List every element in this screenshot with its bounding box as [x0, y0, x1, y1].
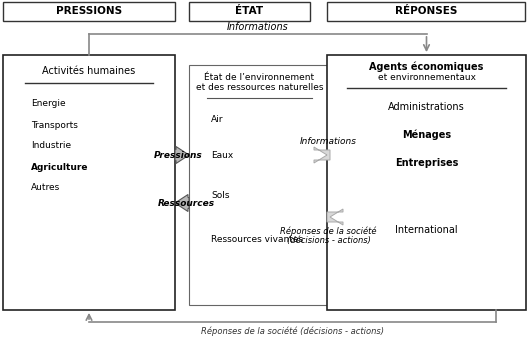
Text: Sols: Sols — [211, 190, 230, 200]
Text: PRESSIONS: PRESSIONS — [56, 6, 122, 17]
Text: (décisions - actions): (décisions - actions) — [287, 237, 370, 245]
Bar — [189, 2, 310, 21]
Text: Administrations: Administrations — [388, 102, 465, 112]
Bar — [189, 65, 330, 305]
Bar — [327, 55, 526, 310]
Text: Autres: Autres — [31, 182, 60, 191]
Bar — [3, 2, 175, 21]
Bar — [3, 55, 175, 310]
Bar — [327, 2, 525, 21]
Text: Ménages: Ménages — [402, 130, 451, 140]
Text: Pressions: Pressions — [153, 151, 203, 159]
Text: Activités humaines: Activités humaines — [42, 66, 135, 76]
Polygon shape — [175, 195, 189, 212]
Text: État de l’environnement: État de l’environnement — [204, 73, 315, 82]
Text: Industrie: Industrie — [31, 140, 71, 150]
Text: RÉPONSES: RÉPONSES — [395, 6, 457, 17]
Text: Air: Air — [211, 115, 223, 125]
Text: Ressources: Ressources — [158, 199, 215, 207]
Text: ÉTAT: ÉTAT — [235, 6, 263, 17]
Text: Energie: Energie — [31, 99, 66, 107]
Text: Entreprises: Entreprises — [395, 158, 458, 168]
Text: Agents économiques: Agents économiques — [369, 62, 484, 72]
Text: Ressources vivantes: Ressources vivantes — [211, 235, 303, 245]
Polygon shape — [314, 147, 330, 163]
Text: Agriculture: Agriculture — [31, 163, 88, 171]
Text: Informations: Informations — [300, 138, 357, 146]
Text: Informations: Informations — [227, 22, 289, 32]
Text: Transports: Transports — [31, 120, 78, 130]
Polygon shape — [327, 209, 343, 225]
Text: Eaux: Eaux — [211, 151, 233, 159]
Text: et des ressources naturelles: et des ressources naturelles — [196, 82, 323, 92]
Text: Réponses de la société: Réponses de la société — [280, 226, 377, 236]
Text: International: International — [395, 225, 458, 235]
Text: et environnementaux: et environnementaux — [378, 73, 476, 82]
Polygon shape — [175, 146, 189, 163]
Text: Réponses de la société (décisions - actions): Réponses de la société (décisions - acti… — [201, 326, 384, 336]
